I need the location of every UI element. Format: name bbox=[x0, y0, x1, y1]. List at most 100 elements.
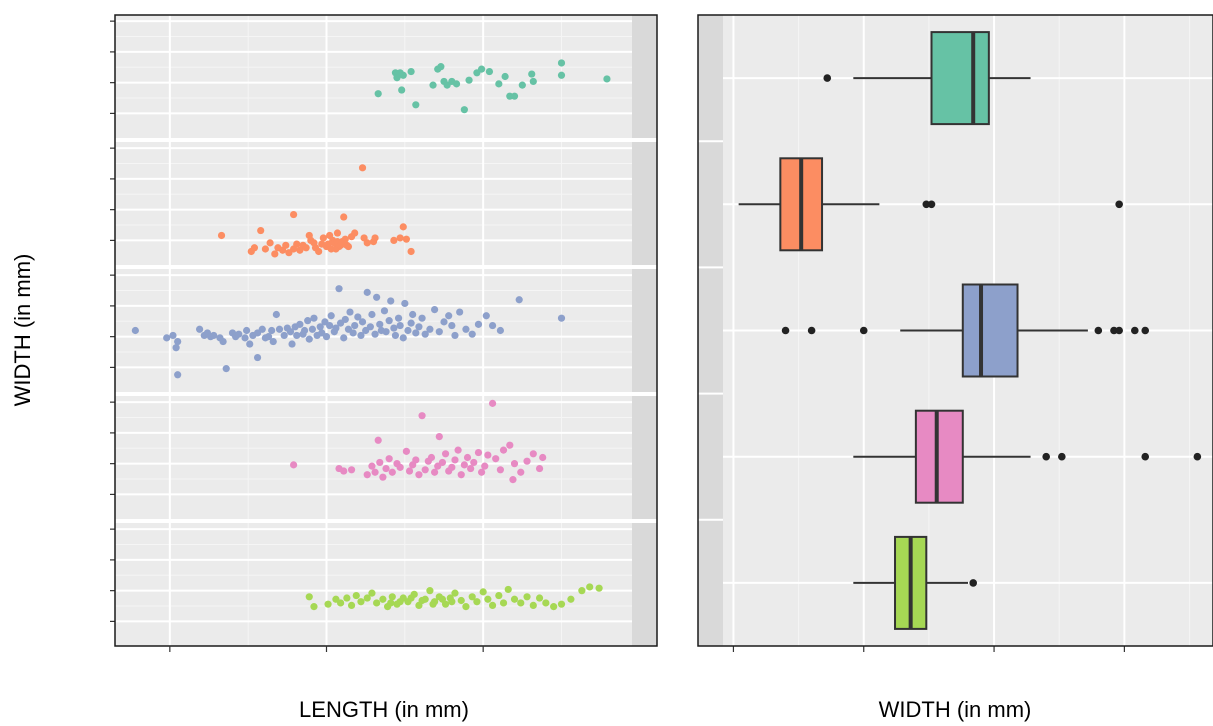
data-point bbox=[421, 330, 429, 338]
data-point bbox=[253, 353, 262, 362]
data-point bbox=[595, 584, 603, 592]
box-0 bbox=[698, 15, 1213, 142]
data-point bbox=[340, 213, 348, 221]
panel-background bbox=[115, 142, 632, 265]
data-point bbox=[257, 226, 265, 235]
data-point bbox=[429, 81, 437, 89]
data-point bbox=[337, 599, 345, 607]
data-point bbox=[264, 333, 273, 341]
data-point bbox=[427, 453, 436, 462]
data-point bbox=[407, 594, 415, 602]
data-point bbox=[357, 598, 365, 606]
data-point bbox=[481, 462, 489, 470]
data-point bbox=[268, 326, 276, 335]
data-point bbox=[418, 412, 426, 420]
data-point bbox=[271, 250, 279, 258]
data-point bbox=[269, 337, 277, 346]
data-point bbox=[431, 305, 439, 314]
outlier-point bbox=[1058, 452, 1066, 461]
scatter-frame bbox=[114, 14, 658, 647]
panel-background bbox=[115, 15, 632, 138]
data-point bbox=[452, 80, 461, 88]
data-point bbox=[290, 461, 298, 469]
data-point bbox=[510, 595, 519, 603]
data-point bbox=[357, 331, 365, 340]
data-point bbox=[305, 335, 313, 343]
data-point bbox=[448, 463, 456, 471]
data-point bbox=[358, 164, 367, 172]
facet-strip bbox=[632, 396, 657, 519]
outlier-point bbox=[1131, 326, 1139, 335]
scatter-facet-3 bbox=[110, 396, 657, 519]
data-point bbox=[484, 595, 492, 603]
data-point bbox=[266, 239, 274, 247]
data-point bbox=[488, 601, 497, 610]
box-body bbox=[930, 31, 990, 126]
data-point bbox=[315, 247, 323, 256]
box-3 bbox=[698, 392, 1213, 520]
data-point bbox=[351, 229, 359, 237]
data-point bbox=[501, 72, 509, 81]
outlier-point bbox=[1141, 326, 1150, 335]
data-point bbox=[341, 235, 349, 243]
data-point bbox=[435, 432, 443, 441]
data-point bbox=[174, 371, 182, 379]
data-point bbox=[431, 468, 439, 476]
data-point bbox=[418, 596, 426, 605]
data-point bbox=[272, 310, 280, 319]
data-point bbox=[578, 587, 586, 595]
outlier-point bbox=[969, 579, 978, 587]
data-point bbox=[457, 596, 465, 605]
outlier-point bbox=[1115, 326, 1123, 335]
data-point bbox=[376, 320, 384, 328]
data-point bbox=[371, 468, 379, 476]
outlier-point bbox=[859, 326, 868, 335]
scatter-facet-2 bbox=[110, 269, 657, 392]
data-point bbox=[468, 593, 476, 601]
box-2 bbox=[698, 266, 1213, 394]
outlier-point bbox=[1094, 326, 1103, 335]
data-point bbox=[404, 326, 412, 335]
data-point bbox=[415, 471, 423, 479]
data-point bbox=[485, 67, 494, 76]
data-point bbox=[529, 450, 537, 458]
data-point bbox=[567, 595, 575, 603]
data-point bbox=[308, 325, 316, 333]
data-point bbox=[463, 453, 472, 462]
scatter-facet-4 bbox=[110, 523, 657, 646]
data-point bbox=[288, 340, 296, 348]
scatter-x-axis-title: LENGTH (in mm) bbox=[299, 697, 469, 722]
data-point bbox=[382, 464, 390, 473]
boxplot-panel bbox=[697, 14, 1213, 652]
data-point bbox=[535, 464, 544, 473]
data-point bbox=[515, 296, 523, 304]
data-point bbox=[510, 460, 519, 468]
outlier-point bbox=[922, 200, 931, 209]
box-body bbox=[914, 409, 964, 504]
data-point bbox=[438, 458, 447, 467]
data-point bbox=[407, 247, 415, 256]
scatter-y-axis-title: WIDTH (in mm) bbox=[10, 254, 35, 407]
data-point bbox=[426, 325, 434, 333]
data-point bbox=[496, 326, 504, 335]
data-point bbox=[241, 334, 249, 342]
data-point bbox=[492, 455, 500, 463]
data-point bbox=[437, 63, 445, 71]
data-point bbox=[445, 312, 453, 320]
data-point bbox=[379, 595, 387, 603]
data-point bbox=[333, 229, 342, 237]
data-point bbox=[169, 331, 177, 340]
data-point bbox=[557, 600, 566, 608]
outlier-point bbox=[807, 326, 816, 335]
data-point bbox=[363, 288, 371, 296]
data-point bbox=[354, 313, 362, 321]
outlier-point bbox=[1042, 452, 1050, 461]
data-point bbox=[478, 468, 486, 476]
data-point bbox=[352, 591, 360, 600]
data-point bbox=[412, 456, 420, 464]
data-point bbox=[499, 599, 508, 607]
data-point bbox=[460, 106, 468, 114]
data-point bbox=[451, 331, 459, 340]
data-point bbox=[174, 337, 182, 346]
data-point bbox=[316, 323, 324, 331]
